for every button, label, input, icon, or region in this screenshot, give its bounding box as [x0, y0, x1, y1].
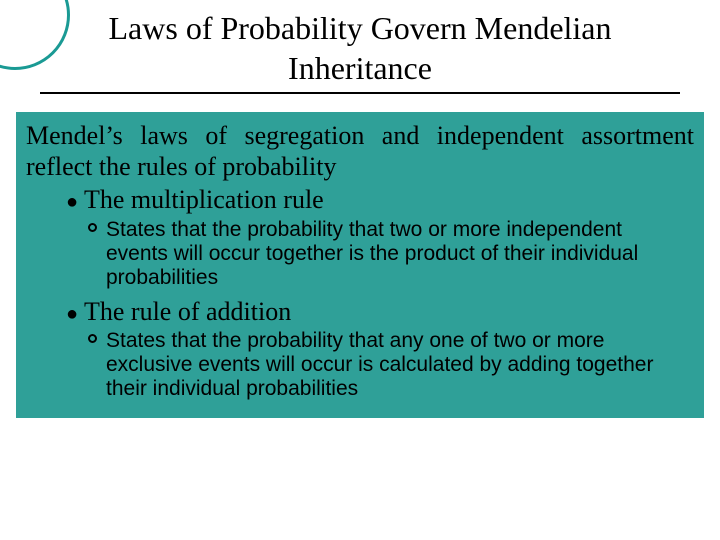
bullet-level2: States that the probability that any one… [88, 329, 694, 401]
ring-bullet-icon [88, 218, 106, 290]
intro-text: Mendel’s laws of segregation and indepen… [26, 120, 694, 182]
rule-detail: States that the probability that two or … [106, 218, 694, 290]
disc-bullet-icon: ● [66, 190, 84, 214]
ring-bullet-icon [88, 329, 106, 401]
title-underline [40, 92, 680, 94]
rule-detail: States that the probability that any one… [106, 329, 694, 401]
disc-bullet-icon: ● [66, 302, 84, 326]
bullet-level1: ● The multiplication rule [66, 184, 694, 215]
bullet-level1: ● The rule of addition [66, 296, 694, 327]
title-area: Laws of Probability Govern Mendelian Inh… [0, 0, 720, 88]
rule-heading: The multiplication rule [84, 184, 324, 215]
bullet-level2: States that the probability that two or … [88, 218, 694, 290]
slide-title: Laws of Probability Govern Mendelian Inh… [40, 8, 680, 88]
content-panel: Mendel’s laws of segregation and indepen… [16, 112, 704, 418]
rule-heading: The rule of addition [84, 296, 291, 327]
